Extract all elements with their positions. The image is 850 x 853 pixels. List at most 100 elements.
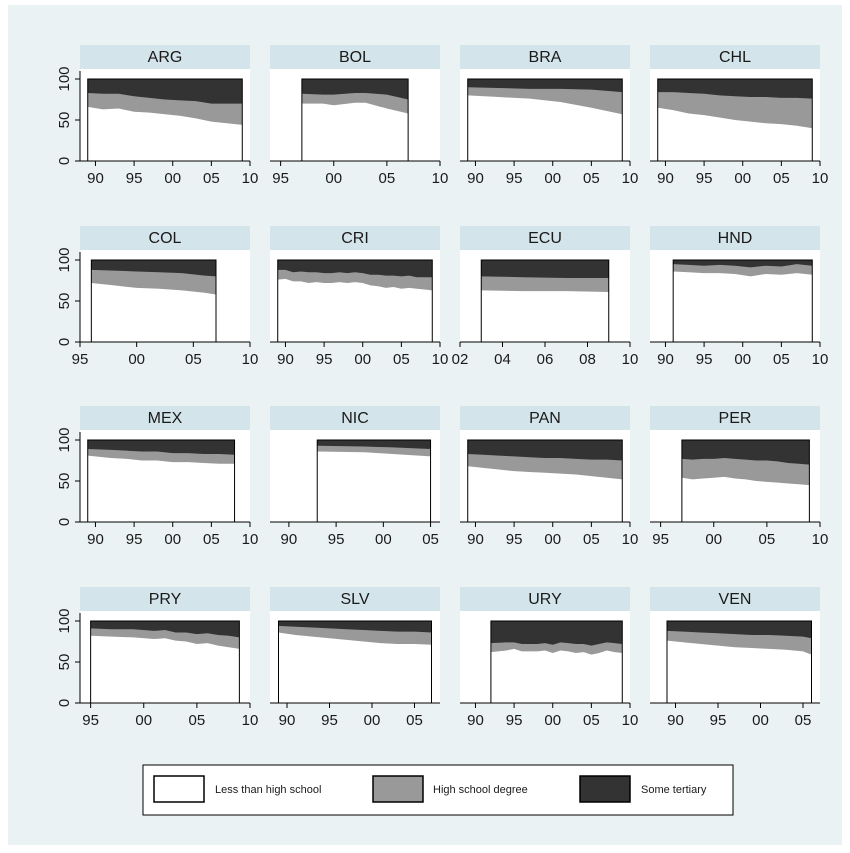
x-tick-label: 05 bbox=[422, 531, 439, 548]
x-tick-label: 95 bbox=[321, 712, 338, 729]
x-tick-label: 10 bbox=[622, 712, 639, 729]
panel-strip bbox=[460, 587, 630, 611]
legend-swatch bbox=[579, 775, 631, 803]
panel-title: CHL bbox=[719, 49, 751, 66]
x-tick-label: 90 bbox=[467, 531, 484, 548]
x-tick-label: 10 bbox=[812, 170, 829, 187]
area-less-than-high-school bbox=[657, 107, 813, 161]
x-tick-label: 90 bbox=[281, 531, 298, 548]
panel-title: MEX bbox=[148, 410, 183, 427]
x-tick-label: 05 bbox=[203, 170, 220, 187]
panel-title: URY bbox=[528, 591, 562, 608]
panel-cri: CRI 90 95 00 05 10 bbox=[270, 226, 448, 368]
panel-title: BRA bbox=[529, 49, 562, 66]
x-tick-label: 90 bbox=[467, 170, 484, 187]
x-tick-label: 00 bbox=[135, 712, 152, 729]
area-less-than-high-school bbox=[317, 451, 431, 522]
x-tick-label: 00 bbox=[375, 531, 392, 548]
area-less-than-high-school bbox=[90, 635, 240, 703]
y-tick-label: 50 bbox=[56, 473, 73, 490]
x-tick-label: 10 bbox=[812, 351, 829, 368]
x-tick-label: 05 bbox=[773, 351, 790, 368]
x-tick-label: 95 bbox=[82, 712, 99, 729]
panel-strip bbox=[270, 226, 440, 250]
x-tick-label: 95 bbox=[696, 170, 713, 187]
x-tick-label: 10 bbox=[242, 351, 259, 368]
panel-title: BOL bbox=[339, 49, 371, 66]
x-tick-label: 95 bbox=[126, 170, 143, 187]
legend-item: Less than high school bbox=[153, 775, 321, 803]
area-less-than-high-school bbox=[467, 466, 623, 522]
y-tick-label: 0 bbox=[56, 157, 73, 165]
panel-strip bbox=[80, 45, 250, 69]
x-tick-label: 90 bbox=[467, 712, 484, 729]
x-tick-label: 10 bbox=[242, 531, 259, 548]
y-tick-label: 100 bbox=[56, 66, 73, 91]
panel-title: PER bbox=[719, 410, 752, 427]
x-tick-label: 95 bbox=[328, 531, 345, 548]
legend-swatch bbox=[372, 775, 424, 803]
x-tick-label: 90 bbox=[279, 712, 296, 729]
x-tick-label: 00 bbox=[544, 170, 561, 187]
legend-item: Some tertiary bbox=[579, 775, 707, 803]
panel-strip bbox=[80, 587, 250, 611]
x-tick-label: 10 bbox=[242, 712, 259, 729]
panel-title: NIC bbox=[341, 410, 369, 427]
panel-title: SLV bbox=[340, 591, 369, 608]
panel-title: PRY bbox=[149, 591, 182, 608]
x-tick-label: 05 bbox=[583, 712, 600, 729]
x-tick-label: 05 bbox=[393, 351, 410, 368]
x-tick-label: 00 bbox=[544, 531, 561, 548]
y-tick-label: 50 bbox=[56, 654, 73, 671]
x-tick-label: 02 bbox=[452, 351, 469, 368]
panel-slv: SLV 90 95 00 05 bbox=[270, 587, 440, 729]
panel-hnd: HND 90 95 00 05 10 bbox=[650, 226, 828, 368]
x-tick-label: 10 bbox=[242, 170, 259, 187]
x-tick-label: 10 bbox=[812, 531, 829, 548]
panel-chl: CHL 90 95 00 05 10 bbox=[650, 45, 828, 187]
panel-strip bbox=[270, 587, 440, 611]
x-tick-label: 00 bbox=[325, 170, 342, 187]
panel-ury: URY 90 95 00 05 10 bbox=[460, 587, 638, 729]
x-tick-label: 04 bbox=[494, 351, 511, 368]
panel-title: HND bbox=[718, 230, 753, 247]
panel-strip bbox=[460, 406, 630, 430]
x-tick-label: 00 bbox=[164, 170, 181, 187]
y-tick-label: 0 bbox=[56, 518, 73, 526]
y-tick-label: 0 bbox=[56, 338, 73, 346]
y-tick-label: 50 bbox=[56, 112, 73, 129]
area-less-than-high-school bbox=[87, 106, 243, 161]
panel-strip bbox=[270, 406, 440, 430]
x-tick-label: 05 bbox=[759, 531, 776, 548]
panel-title: PAN bbox=[529, 410, 561, 427]
legend-label: High school degree bbox=[433, 784, 528, 796]
legend-swatch bbox=[153, 775, 205, 803]
area-less-than-high-school bbox=[277, 278, 433, 342]
x-tick-label: 95 bbox=[506, 531, 523, 548]
x-tick-label: 95 bbox=[652, 531, 669, 548]
x-tick-label: 08 bbox=[579, 351, 596, 368]
area-less-than-high-school bbox=[91, 282, 216, 342]
panel-bra: BRA 90 95 00 05 10 bbox=[460, 45, 638, 187]
x-tick-label: 90 bbox=[657, 170, 674, 187]
panel-strip bbox=[460, 45, 630, 69]
y-tick-label: 100 bbox=[56, 247, 73, 272]
x-tick-label: 95 bbox=[710, 712, 727, 729]
x-tick-label: 95 bbox=[72, 351, 89, 368]
x-tick-label: 00 bbox=[164, 531, 181, 548]
x-tick-label: 05 bbox=[773, 170, 790, 187]
panel-strip bbox=[650, 587, 820, 611]
x-tick-label: 00 bbox=[354, 351, 371, 368]
panel-strip bbox=[80, 226, 250, 250]
panel-strip bbox=[460, 226, 630, 250]
panel-ecu: ECU 02 04 06 08 10 bbox=[452, 226, 638, 368]
y-tick-label: 0 bbox=[56, 699, 73, 707]
legend: Less than high school High school degree S… bbox=[142, 764, 734, 816]
panel-strip bbox=[650, 406, 820, 430]
panel-title: COL bbox=[149, 230, 182, 247]
